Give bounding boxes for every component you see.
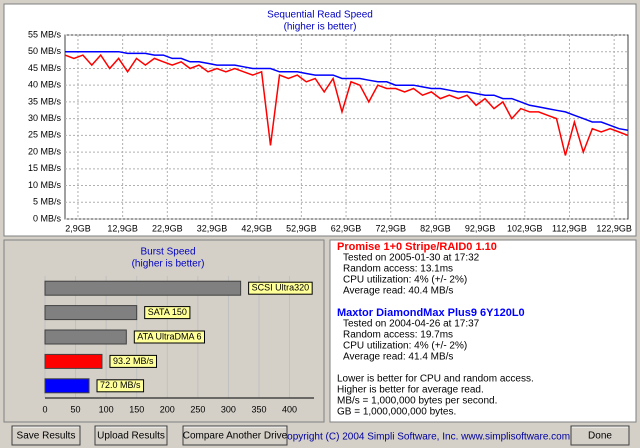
bar-label: 72.0 MB/s [100,380,141,390]
y-tick-label: 5 MB/s [33,197,62,207]
y-tick-label: 35 MB/s [28,96,62,106]
button[interactable] [94,425,168,446]
x-tick-label: 50 [71,404,81,414]
x-tick-label: 22,9GB [152,223,183,233]
y-tick-label: 55 MB/s [28,29,62,39]
x-tick-label: 400 [282,404,297,414]
bar-label: SCSI Ultra320 [252,283,310,293]
chart-subtitle: (higher is better) [132,259,205,270]
x-tick-label: 0 [42,404,47,414]
note: MB/s = 1,000,000 bytes per second. [337,396,497,407]
y-tick-label: 0 MB/s [33,213,62,223]
chart-title: Burst Speed [140,247,195,258]
chart-subtitle: (higher is better) [284,22,357,33]
bar-label: SATA 150 [148,307,187,317]
note: GB = 1,000,000,000 bytes. [337,407,456,418]
x-tick-label: 300 [221,404,236,414]
label-box [109,354,158,368]
y-tick-label: 30 MB/s [28,113,62,123]
x-tick-label: 62,9GB [331,223,362,233]
x-tick-label: 150 [129,404,144,414]
x-tick-label: 12,9GB [107,223,138,233]
button-label[interactable]: Save Results [17,431,76,442]
bar-label: 93.2 MB/s [113,356,154,366]
bar [44,329,127,345]
x-tick-label: 100 [99,404,114,414]
note: Higher is better for average read. [337,385,484,396]
x-tick-label: 122,9GB [596,223,632,233]
x-tick-label: 52,9GB [286,223,317,233]
drive-detail: CPU utilization: 4% (+/- 2%) [343,275,467,286]
button-label[interactable]: Done [588,431,612,442]
series-line [65,50,629,132]
bar [44,280,242,296]
button-label[interactable]: Compare Another Drive [183,431,288,442]
drive-title: Maxtor DiamondMax Plus9 6Y120L0 [337,307,525,319]
note: Lower is better for CPU and random acces… [337,374,534,385]
label-box [133,330,205,344]
copyright: Copyright (C) 2004 Simpli Software, Inc.… [280,432,570,443]
y-tick-label: 50 MB/s [28,46,62,56]
x-tick-label: 82,9GB [420,223,451,233]
label-box [96,379,145,393]
x-tick-label: 200 [160,404,175,414]
bar [44,305,138,321]
button[interactable] [570,425,630,446]
button[interactable] [11,425,81,446]
y-tick-label: 25 MB/s [28,130,62,140]
drive-detail: Tested on 2004-04-26 at 17:37 [343,319,480,330]
y-tick-label: 20 MB/s [28,146,62,156]
x-tick-label: 42,9GB [241,223,272,233]
drive-detail: Random access: 19.7ms [343,330,453,341]
x-tick-label: 32,9GB [197,223,228,233]
drive-title: Promise 1+0 Stripe/RAID0 1.10 [337,241,497,253]
chart-title: Sequential Read Speed [267,10,373,21]
x-tick-label: 92,9GB [465,223,496,233]
button[interactable] [182,425,288,446]
bar-label: ATA UltraDMA 6 [137,331,201,341]
x-tick-label: 2,9GB [65,223,91,233]
label-box [144,306,191,320]
drive-detail: CPU utilization: 4% (+/- 2%) [343,341,467,352]
drive-detail: Tested on 2005-01-30 at 17:32 [343,253,480,264]
y-tick-label: 45 MB/s [28,63,62,73]
x-tick-label: 102,9GB [507,223,543,233]
drive-detail: Random access: 13.1ms [343,264,453,275]
info-panel [329,239,637,423]
series-line [64,53,629,156]
x-tick-label: 112,9GB [552,223,587,233]
drive-detail: Average read: 41.4 MB/s [343,352,453,363]
x-tick-label: 72,9GB [375,223,406,233]
label-box [248,281,313,295]
bar [44,353,103,369]
x-tick-label: 250 [190,404,205,414]
drive-detail: Average read: 40.4 MB/s [343,286,453,297]
y-tick-label: 10 MB/s [28,180,62,190]
button-label[interactable]: Upload Results [97,431,165,442]
y-tick-label: 40 MB/s [28,80,62,90]
y-tick-label: 15 MB/s [28,163,62,173]
x-tick-label: 350 [251,404,266,414]
bar [44,378,90,394]
